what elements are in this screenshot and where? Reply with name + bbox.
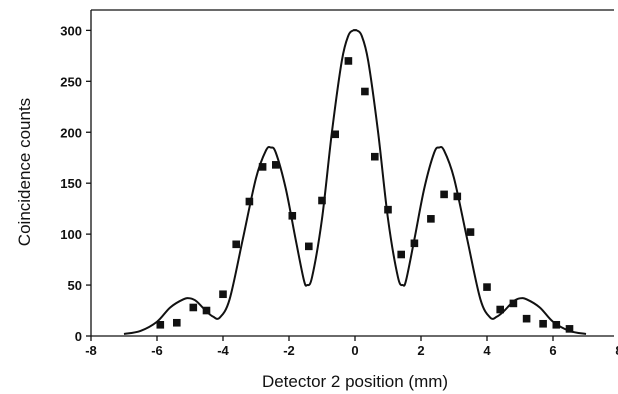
- y-tick-label: 100: [60, 227, 82, 242]
- x-tick-label: 2: [417, 343, 424, 358]
- y-tick-label: 200: [60, 125, 82, 140]
- data-point: [509, 299, 518, 308]
- data-point: [173, 318, 181, 327]
- data-point: [331, 130, 339, 139]
- y-tick-label: 0: [75, 329, 82, 344]
- data-point: [427, 215, 435, 223]
- data-point: [189, 303, 198, 312]
- data-point: [466, 228, 475, 236]
- fit-curve: [123, 29, 587, 335]
- x-axis-ticks: -8 -6 -4 -2 0 2 4 6 8: [85, 336, 618, 358]
- data-point: [305, 242, 313, 251]
- x-tick-label: -8: [85, 343, 97, 358]
- y-tick-label: 300: [60, 23, 82, 38]
- data-point: [496, 305, 504, 314]
- x-tick-label: -4: [217, 343, 229, 358]
- y-axis-ticks: 0 50 100 150 200 250 300: [60, 23, 91, 344]
- data-point: [318, 196, 326, 205]
- data-point: [344, 57, 353, 65]
- data-point: [483, 283, 491, 291]
- data-point: [384, 205, 392, 214]
- y-tick-label: 150: [60, 176, 82, 191]
- data-point: [232, 240, 240, 249]
- x-tick-label: 4: [483, 343, 491, 358]
- data-point: [288, 211, 297, 220]
- y-axis-label: Coincidence counts: [15, 98, 34, 246]
- data-point: [272, 161, 280, 169]
- data-point: [156, 320, 165, 329]
- y-tick-label: 50: [68, 278, 82, 293]
- data-point: [258, 163, 267, 171]
- data-point: [410, 239, 419, 248]
- x-tick-label: 6: [549, 343, 556, 358]
- x-tick-label: 8: [615, 343, 618, 358]
- data-point: [361, 87, 369, 96]
- data-point: [522, 314, 531, 323]
- plot-area: [123, 29, 587, 335]
- data-point: [371, 152, 379, 161]
- axes: [90, 9, 614, 337]
- data-point: [565, 325, 574, 333]
- y-tick-label: 250: [60, 74, 82, 89]
- x-tick-label: 0: [351, 343, 358, 358]
- x-axis-label: Detector 2 position (mm): [262, 372, 448, 391]
- data-point: [539, 319, 547, 328]
- data-point: [245, 197, 254, 206]
- data-point: [219, 290, 227, 299]
- x-tick-label: -6: [151, 343, 163, 358]
- x-tick-label: -2: [283, 343, 295, 358]
- data-point: [453, 192, 462, 201]
- data-point: [440, 190, 448, 199]
- data-point: [202, 306, 211, 315]
- data-point: [397, 250, 405, 259]
- data-point: [552, 320, 561, 329]
